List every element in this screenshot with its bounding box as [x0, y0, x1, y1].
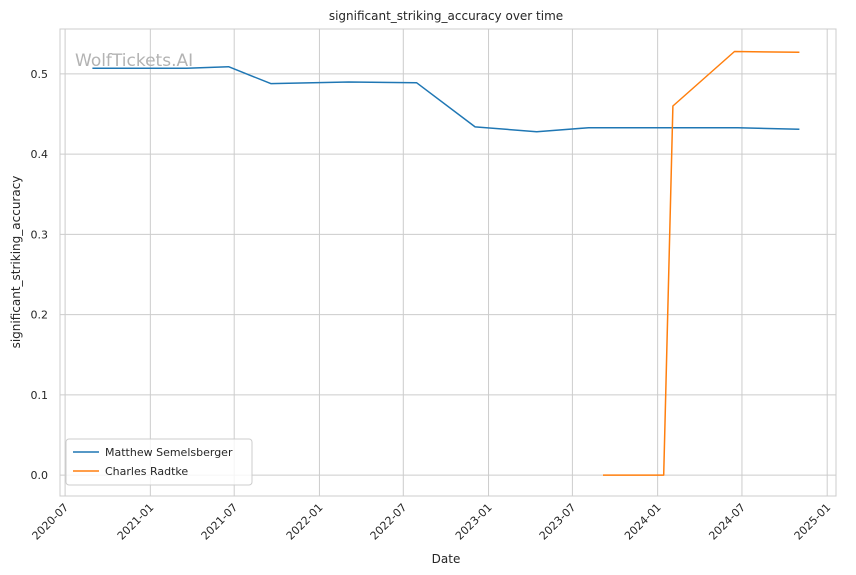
x-tick-label: 2022-07	[368, 501, 410, 543]
y-axis-label: significant_striking_accuracy	[9, 176, 23, 349]
watermark: WolfTickets.AI	[75, 51, 193, 71]
y-tick-labels: 0.0 0.1 0.2 0.3 0.4 0.5	[31, 68, 49, 482]
x-axis-label: Date	[432, 552, 461, 566]
x-tick-label: 2024-01	[622, 501, 664, 543]
plot-area	[59, 28, 837, 497]
y-tick-label: 0.5	[31, 68, 49, 81]
series-line-charles-radtke	[603, 50, 800, 476]
legend-label-charles-radtke: Charles Radtke	[105, 465, 188, 478]
y-tick-label: 0.2	[31, 309, 49, 322]
legend-label-matthew-semelsberger: Matthew Semelsberger	[105, 446, 233, 459]
x-tick-label: 2023-01	[453, 501, 495, 543]
legend: Matthew Semelsberger Charles Radtke	[65, 438, 253, 486]
series-layer	[92, 50, 800, 476]
chart-title: significant_striking_accuracy over time	[329, 9, 563, 23]
x-gridlines	[64, 29, 828, 496]
y-tick-label: 0.1	[31, 389, 49, 402]
y-tick-label: 0.3	[31, 228, 49, 241]
x-tick-label: 2023-07	[537, 501, 579, 543]
x-tick-label: 2020-07	[30, 501, 72, 543]
x-tick-label: 2021-07	[199, 501, 241, 543]
x-tick-label: 2025-01	[792, 501, 834, 543]
y-tick-label: 0.0	[31, 469, 49, 482]
y-tick-label: 0.4	[31, 148, 49, 161]
series-line-matthew-semelsberger	[92, 65, 800, 133]
legend-box	[65, 438, 253, 486]
x-tick-label: 2021-01	[115, 501, 157, 543]
x-tick-label: 2022-01	[284, 501, 326, 543]
x-tick-labels: 2020-07 2021-01 2021-07 2022-01 2022-07 2023-…	[30, 501, 834, 543]
x-tick-label: 2024-07	[706, 501, 748, 543]
